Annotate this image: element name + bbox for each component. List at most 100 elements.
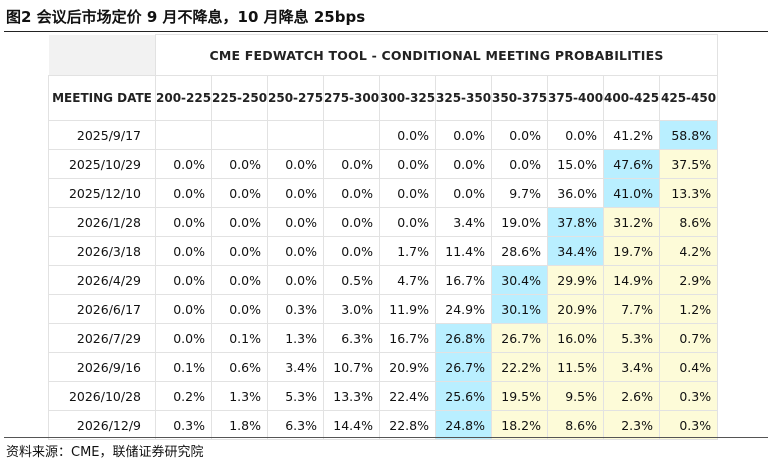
table-row: 2026/9/16 0.1% 0.6% 3.4% 10.7% 20.9% 26.7% 22.2… [48,352,719,382]
probability-cell: 0.6% [211,352,268,382]
probability-cell: 37.8% [547,207,604,237]
probability-cell: 22.8% [379,410,436,440]
column-header-425-450: 425-450 [658,75,719,121]
meeting-date-cell: 2025/12/10 [48,178,156,208]
meeting-date-cell: 2026/7/29 [48,323,156,353]
probability-cell: 5.3% [267,381,324,411]
probability-cell: 7.7% [603,294,660,324]
probability-cell: 1.8% [211,410,268,440]
probability-cell: 0.0% [323,149,380,179]
probability-cell: 16.7% [379,323,436,353]
probability-cell: 8.6% [547,410,604,440]
probability-cell: 8.6% [658,207,719,237]
probability-cell: 20.9% [379,352,436,382]
corner-cell [48,34,156,76]
probability-cell: 41.2% [603,120,660,150]
probability-cell: 0.0% [211,149,268,179]
probability-cell: 1.3% [267,323,324,353]
table-row: 2026/6/17 0.0% 0.0% 0.3% 3.0% 11.9% 24.9% 30.1%… [48,294,719,324]
probability-cell: 5.3% [603,323,660,353]
probability-cell: 30.4% [491,265,548,295]
probability-cell [267,120,324,150]
probability-cell: 24.8% [435,410,492,440]
probability-cell: 29.9% [547,265,604,295]
probability-cell: 37.5% [658,149,719,179]
probability-cell: 25.6% [435,381,492,411]
table-row: 2026/10/28 0.2% 1.3% 5.3% 13.3% 22.4% 25.6% 19.… [48,381,719,411]
probability-cell: 3.4% [267,352,324,382]
probability-cell: 18.2% [491,410,548,440]
probability-cell: 34.4% [547,236,604,266]
table-row: 2025/12/10 0.0% 0.0% 0.0% 0.0% 0.0% 0.0% 9.7% 36… [48,178,719,208]
probability-cell: 19.5% [491,381,548,411]
probability-table: CME FEDWATCH TOOL - CONDITIONAL MEETING … [48,34,719,440]
probability-cell: 0.4% [658,352,719,382]
probability-cell: 0.0% [547,120,604,150]
top-rule [4,31,768,32]
probability-cell: 0.1% [211,323,268,353]
column-header-400-425: 400-425 [603,75,660,121]
probability-cell: 30.1% [491,294,548,324]
probability-cell: 0.0% [435,120,492,150]
meeting-date-cell: 2026/3/18 [48,236,156,266]
probability-cell: 24.9% [435,294,492,324]
probability-cell: 0.0% [435,149,492,179]
column-header-275-300: 275-300 [323,75,380,121]
probability-cell: 0.0% [435,178,492,208]
column-header-row: MEETING DATE 200-225 225-250 250-275 275-30… [48,75,719,121]
probability-cell: 4.7% [379,265,436,295]
table-title: CME FEDWATCH TOOL - CONDITIONAL MEETING … [154,34,719,76]
probability-cell: 0.0% [267,207,324,237]
probability-cell: 0.0% [211,265,268,295]
probability-cell: 0.3% [155,410,212,440]
probability-cell: 0.0% [211,294,268,324]
probability-cell: 26.7% [435,352,492,382]
probability-cell: 6.3% [323,323,380,353]
probability-cell: 20.9% [547,294,604,324]
probability-cell: 13.3% [323,381,380,411]
probability-cell: 0.0% [155,149,212,179]
probability-cell: 19.0% [491,207,548,237]
meeting-date-cell: 2026/12/9 [48,410,156,440]
probability-cell: 28.6% [491,236,548,266]
column-header-200-225: 200-225 [155,75,212,121]
probability-cell: 15.0% [547,149,604,179]
figure-title: 图2 会议后市场定价 9 月不降息，10 月降息 25bps [6,8,366,26]
probability-cell: 11.9% [379,294,436,324]
probability-cell [323,120,380,150]
probability-cell: 10.7% [323,352,380,382]
probability-cell: 11.5% [547,352,604,382]
meeting-date-cell: 2026/1/28 [48,207,156,237]
probability-cell: 31.2% [603,207,660,237]
probability-cell: 13.3% [658,178,719,208]
probability-cell: 0.3% [267,294,324,324]
probability-cell: 0.0% [211,178,268,208]
probability-cell: 0.0% [379,120,436,150]
table-body: 2025/9/17 0.0% 0.0% 0.0% 0.0% 41.2% 58.8% 2025/… [48,120,719,440]
probability-cell: 26.8% [435,323,492,353]
probability-cell: 0.0% [491,149,548,179]
table-row: 2026/1/28 0.0% 0.0% 0.0% 0.0% 0.0% 3.4% 19.0% 37… [48,207,719,237]
probability-table-container: CME FEDWATCH TOOL - CONDITIONAL MEETING … [48,34,719,440]
probability-cell: 0.0% [155,236,212,266]
table-row: 2026/4/29 0.0% 0.0% 0.0% 0.5% 4.7% 16.7% 30.4% 2… [48,265,719,295]
probability-cell: 4.2% [658,236,719,266]
column-header-225-250: 225-250 [211,75,268,121]
probability-cell: 2.3% [603,410,660,440]
probability-cell: 0.0% [379,178,436,208]
probability-cell: 26.7% [491,323,548,353]
probability-cell [211,120,268,150]
probability-cell: 0.0% [155,178,212,208]
probability-cell: 0.7% [658,323,719,353]
meeting-date-header: MEETING DATE [48,75,156,121]
probability-cell: 0.0% [155,323,212,353]
table-row: 2026/12/9 0.3% 1.8% 6.3% 14.4% 22.8% 24.8% 18.2… [48,410,719,440]
probability-cell: 19.7% [603,236,660,266]
meeting-date-cell: 2026/6/17 [48,294,156,324]
probability-cell: 11.4% [435,236,492,266]
probability-cell: 0.0% [379,207,436,237]
probability-cell: 1.3% [211,381,268,411]
column-header-325-350: 325-350 [435,75,492,121]
probability-cell: 9.5% [547,381,604,411]
column-header-350-375: 350-375 [491,75,548,121]
